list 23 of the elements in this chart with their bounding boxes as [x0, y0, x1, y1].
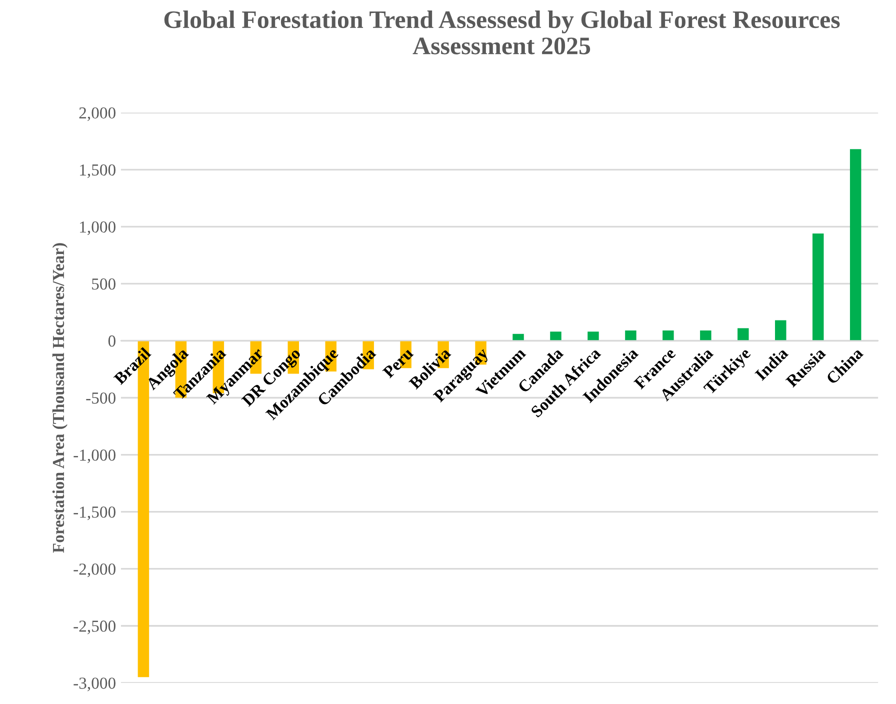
y-tick-label: 0 [108, 335, 116, 347]
bar [550, 332, 562, 341]
y-tick-label: -2,500 [74, 620, 116, 634]
y-tick-label: -1,000 [74, 449, 116, 464]
y-tick-label: -1,500 [74, 506, 116, 520]
y-tick-label: -500 [86, 392, 116, 404]
y-tick-label: 500 [92, 278, 116, 290]
bar [775, 320, 786, 341]
y-tick-label: 1,500 [80, 164, 116, 178]
bar [662, 330, 674, 341]
y-tick-label: 1,000 [80, 221, 116, 236]
bar [625, 330, 636, 341]
bar [512, 334, 524, 341]
bar [738, 328, 749, 341]
chart-title: Global Forestation Trend Assessesd by Global Forest Resources Assessment 2025 [164, 10, 840, 54]
y-axis-title: Forestation Area (Thousand Hectares/Year) [52, 243, 68, 553]
bar [700, 330, 712, 341]
bar [588, 332, 599, 341]
y-tick-label: -2,000 [74, 564, 116, 578]
bar [850, 149, 862, 341]
y-tick-label: 2,000 [79, 107, 116, 121]
bar [812, 234, 824, 341]
y-tick-label: -3,000 [74, 678, 116, 692]
